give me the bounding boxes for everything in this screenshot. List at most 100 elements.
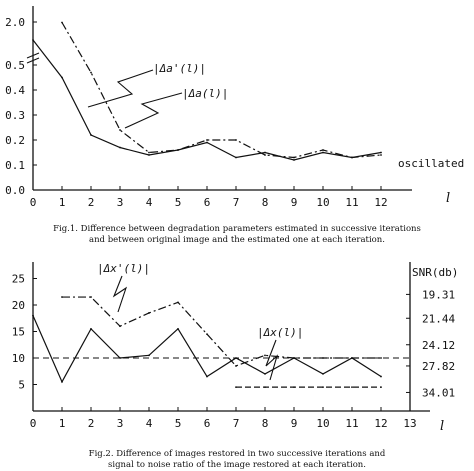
chart-1-axis-break (26, 57, 40, 64)
chart-1-pointer-da (124, 92, 183, 129)
chart-2-pointer-dx-prime (112, 275, 128, 313)
chart-1-data-point (90, 134, 92, 136)
chart-1-y-tick-label: 0.0 (5, 184, 25, 197)
chart-1-annotation-da-prime: |Δa'(l)| (153, 62, 206, 75)
chart-1-x-tick-label: 12 (374, 196, 387, 209)
chart-1-data-point (235, 139, 237, 141)
chart-2-x-tick-label: 4 (146, 417, 153, 430)
chart-1-x-tick-label: 11 (345, 196, 358, 209)
chart-1-data-point (148, 154, 150, 156)
chart-2-data-point (264, 386, 266, 389)
chart-2-x-tick-label: 3 (117, 417, 124, 430)
chart-1-x-tick-label: 1 (59, 196, 66, 209)
chart-2-data-point (90, 296, 92, 298)
chart-2-x-tick-label: 13 (403, 417, 416, 430)
chart-1-data-point (264, 151, 266, 154)
chart-1-y-tick-label: 0.5 (5, 59, 25, 72)
chart-2-y-tick-label: 15 (12, 326, 25, 339)
chart-2-x-tick-label: 2 (88, 417, 95, 430)
chart-1-data-point (148, 151, 150, 154)
chart-1-x-tick-label: 2 (88, 196, 95, 209)
chart-2-x-tick-label: 0 (30, 417, 37, 430)
chart-1-axis-break (26, 52, 40, 59)
chart-2-data-point (322, 357, 324, 359)
chart-1-caption-line-1: Fig.1. Difference between degradation pa… (53, 224, 421, 234)
chart-1-data-point (61, 21, 63, 24)
chart-1-data-point (351, 156, 353, 159)
chart-2-annotation-dx-prime: |Δx'(l)| (97, 262, 150, 275)
chart-1-data-point (119, 129, 121, 131)
chart-1-data-point (32, 39, 34, 41)
chart-2-data-point (380, 357, 382, 359)
chart-2-data-point (61, 380, 63, 383)
chart-2-data-point (351, 386, 353, 389)
chart-2-data-point (380, 375, 382, 378)
chart-1-y-tick-label: 0.2 (5, 134, 25, 147)
chart-2-caption: Fig.2. Difference of images restored in … (0, 449, 474, 471)
chart-1-data-point (322, 151, 324, 154)
chart-1-data-point (90, 71, 92, 74)
chart-1-data-point (322, 149, 324, 151)
chart-1-x-tick-label: 6 (204, 196, 211, 209)
chart-2-data-point (264, 354, 266, 357)
chart-2-data-point (264, 373, 266, 375)
chart-2-x-tick-label: 8 (262, 417, 269, 430)
chart-1-data-point (206, 141, 208, 144)
chart-2-data-point (293, 386, 295, 389)
chart-2-data-point (119, 357, 121, 359)
chart-2-caption-line-2: signal to noise ratio of the image resto… (108, 460, 366, 470)
chart-2-annotation-dx: |Δx(l)| (257, 326, 303, 339)
chart-2-data-point (380, 386, 382, 389)
chart-1-x-tick-label: 8 (262, 196, 269, 209)
chart-1-x-tick-label: 9 (291, 196, 298, 209)
chart-2-data-point (351, 357, 353, 359)
chart-1-caption: Fig.1. Difference between degradation pa… (0, 224, 474, 246)
chart-2-x-tick-label: 6 (204, 417, 211, 430)
chart-2-data-point (235, 386, 237, 389)
chart-1-x-tick-label: 7 (233, 196, 240, 209)
chart-2-right-tick-label: 24.12 (422, 339, 455, 352)
chart-2-right-axis-label: SNR(db) (412, 266, 458, 279)
chart-2-y-tick-label: 10 (12, 352, 25, 365)
chart-2-data-point (32, 314, 34, 317)
chart-2-data-point (119, 325, 121, 328)
chart-2-x-tick-label: 5 (175, 417, 182, 430)
chart-2-series-line (62, 296, 381, 367)
chart-1-x-tick-label: 5 (175, 196, 182, 209)
chart-2-right-tick-label: 34.01 (422, 386, 455, 399)
chart-1-y-tick-label: 0.3 (5, 109, 25, 122)
chart-2-series-line (32, 315, 382, 384)
chart-2-data-point (235, 357, 237, 359)
chart-2-data-point (177, 327, 179, 330)
chart-2-data-point (322, 373, 324, 375)
chart-2-right-tick-label: 27.82 (422, 360, 455, 373)
chart-2-y-tick-label: 25 (12, 273, 25, 286)
chart-1-data-point (380, 151, 382, 154)
chart-2-y-tick-label: 20 (12, 299, 25, 312)
chart-2-data-point (235, 365, 237, 367)
chart-2-y-tick-label: 5 (18, 379, 25, 392)
chart-1-y-tick-label: 0.1 (5, 159, 25, 172)
chart-2-caption-line-1: Fig.2. Difference of images restored in … (88, 449, 386, 459)
chart-1-caption-line-2: and between original image and the estim… (89, 235, 385, 245)
chart-2-data-point (90, 327, 92, 330)
chart-1-data-point (206, 139, 208, 141)
chart-1-x-tick-label: 4 (146, 196, 153, 209)
chart-1-y-tick-label: 0.4 (5, 84, 25, 97)
chart-2-data-point (148, 354, 150, 357)
chart-2-data-point (206, 333, 208, 336)
chart-1-pointer-da-prime (87, 69, 154, 108)
chart-1-x-tick-label: 3 (117, 196, 124, 209)
chart-1-x-tick-label: 0 (30, 196, 37, 209)
chart-1-annotation-oscillated: oscillated (398, 157, 464, 170)
chart-2-x-tick-label: 1 (59, 417, 66, 430)
chart-2-data-point (206, 375, 208, 378)
chart-2-data-point (322, 386, 324, 389)
chart-1-data-point (293, 159, 295, 161)
chart-1-data-point (235, 156, 237, 159)
chart-2-x-tick-label: 9 (291, 417, 298, 430)
chart-2-data-point (177, 301, 179, 304)
chart-2-x-tick-label: 10 (316, 417, 329, 430)
